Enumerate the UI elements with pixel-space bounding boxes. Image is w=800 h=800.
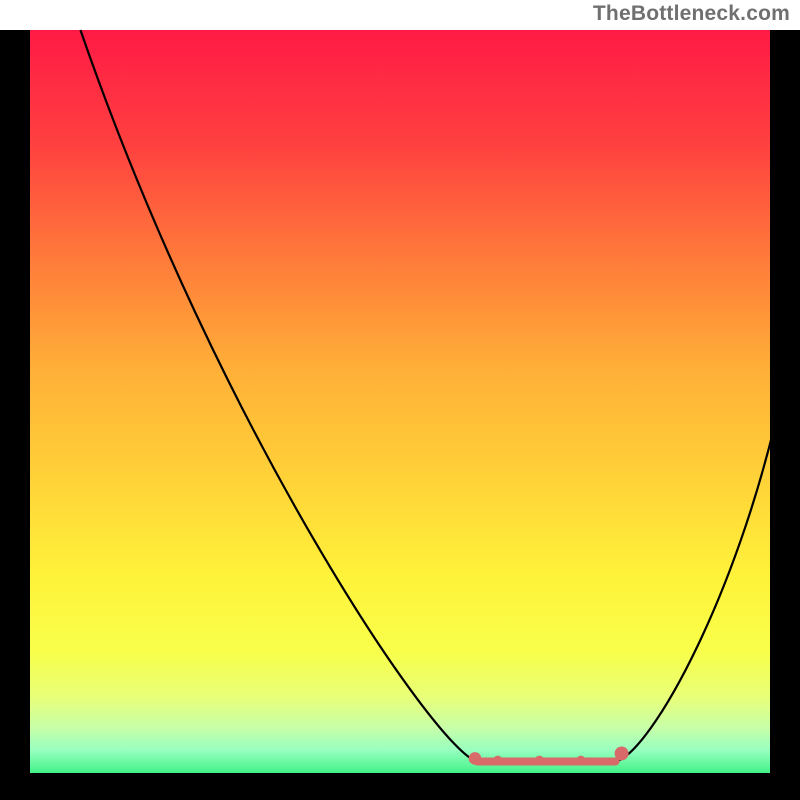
- chart-root: TheBottleneck.com: [0, 0, 800, 800]
- optimal-range-start-knob: [469, 752, 482, 765]
- optimal-range-bump: [535, 756, 544, 765]
- optimal-range-end-dot: [615, 746, 629, 760]
- optimal-range-bump: [493, 756, 502, 765]
- chart-svg: [0, 0, 800, 800]
- attribution-text: TheBottleneck.com: [593, 2, 790, 26]
- optimal-range-bump: [577, 756, 586, 765]
